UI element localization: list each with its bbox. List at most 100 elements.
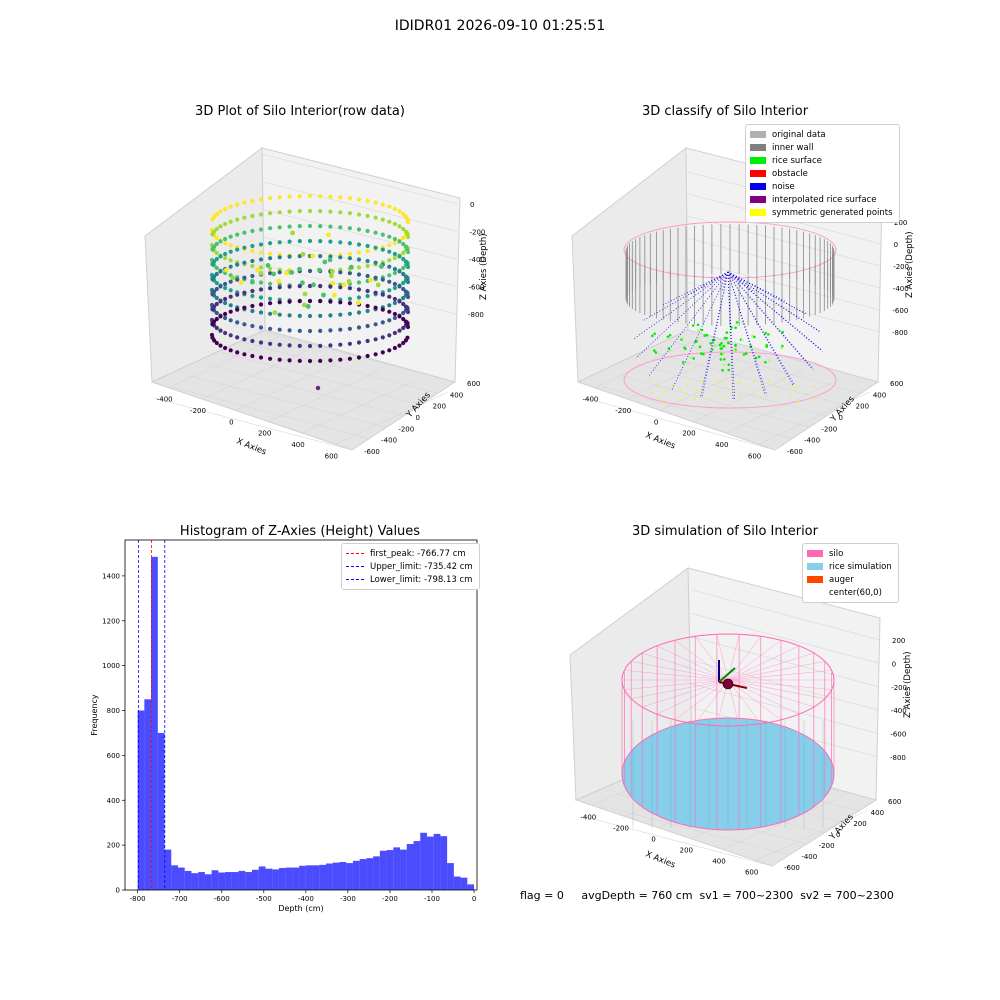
data-point	[338, 357, 343, 362]
grid-line	[690, 788, 803, 839]
noise-ray	[727, 271, 766, 396]
data-point	[228, 264, 233, 269]
data-point	[258, 212, 264, 217]
symmetric-point	[776, 386, 778, 388]
grid-line	[222, 352, 421, 405]
data-point	[365, 273, 370, 279]
histogram-bar	[426, 836, 434, 890]
data-point	[373, 305, 378, 310]
data-point	[214, 235, 219, 241]
grid-line	[725, 380, 836, 434]
data-point	[380, 305, 385, 310]
histogram-bar	[164, 849, 172, 890]
noise-ray	[727, 271, 814, 371]
rice-surface-point	[723, 358, 726, 361]
histogram-bar	[204, 874, 212, 890]
y-tick-label: -600	[364, 448, 380, 456]
data-point	[330, 280, 336, 286]
data-point	[338, 297, 343, 302]
grid-line	[335, 392, 448, 445]
data-point	[405, 245, 410, 250]
data-point	[268, 211, 273, 216]
data-point	[375, 282, 381, 288]
x-tick-label: -200	[382, 895, 398, 903]
data-point	[218, 209, 223, 214]
data-point	[387, 279, 392, 284]
data-point	[258, 250, 264, 255]
data-point	[277, 312, 282, 317]
data-point	[223, 281, 228, 287]
rice-surface-point	[734, 344, 737, 347]
data-point	[405, 264, 411, 270]
data-point	[380, 277, 385, 282]
legend-label: rice surface	[772, 155, 822, 166]
data-point	[209, 332, 215, 338]
data-point	[373, 200, 378, 205]
silo-roof-line	[727, 645, 800, 681]
data-point	[228, 333, 233, 338]
p4-silo-drawing	[621, 633, 835, 831]
data-point	[401, 235, 406, 241]
data-point	[318, 299, 323, 304]
silo-top-outline	[621, 633, 835, 727]
data-point	[380, 292, 385, 297]
histogram-bar	[137, 710, 145, 890]
data-point	[401, 256, 406, 262]
legend-entry: interpolated rice surface	[750, 193, 893, 206]
legend-label: interpolated rice surface	[772, 194, 877, 205]
silo-roof-line	[695, 679, 729, 724]
data-point	[277, 282, 282, 287]
data-point	[356, 272, 362, 277]
data-point	[401, 241, 406, 247]
data-point	[250, 303, 255, 309]
data-point	[287, 313, 292, 318]
data-point	[347, 301, 352, 306]
data-point	[401, 280, 406, 286]
rice-surface-point	[720, 352, 723, 356]
rice-surface-point	[711, 338, 715, 342]
legend-entry: obstacle	[750, 167, 893, 180]
data-point	[356, 227, 362, 232]
legend-entry: first_peak: -766.77 cm	[346, 547, 473, 560]
data-point	[318, 253, 323, 258]
data-point	[277, 267, 282, 272]
data-point	[218, 283, 223, 288]
symmetric-point	[768, 380, 770, 382]
data-point	[387, 294, 392, 299]
data-point	[250, 308, 255, 314]
x-tick-label: 600	[748, 452, 761, 460]
grid-line	[201, 346, 315, 400]
symmetric-point	[760, 396, 762, 398]
symmetric-point	[738, 382, 740, 384]
data-point	[297, 253, 302, 258]
y-tick-label: 600	[888, 798, 901, 806]
z-tick-label: -600	[890, 731, 906, 739]
histogram-bar	[198, 872, 205, 890]
data-point	[387, 243, 392, 248]
data-point	[210, 307, 215, 312]
data-point	[405, 279, 411, 285]
legend-swatch	[750, 209, 766, 216]
grid-line	[624, 766, 738, 817]
histogram-bar	[453, 876, 461, 890]
data-point	[218, 254, 223, 259]
data-point	[235, 217, 240, 222]
data-point	[218, 253, 223, 258]
symmetric-point	[650, 392, 652, 394]
silo-roof-line	[674, 640, 729, 681]
data-point	[209, 227, 215, 233]
data-point	[403, 244, 408, 249]
data-point	[356, 295, 362, 300]
data-point	[287, 269, 292, 274]
rice-surface-point	[765, 344, 769, 347]
data-point	[397, 253, 402, 258]
data-point	[328, 209, 333, 214]
data-point	[403, 278, 408, 283]
x-tick-label: 0	[651, 836, 655, 844]
data-point	[218, 224, 223, 229]
silo-bottom-outline	[623, 351, 837, 409]
x-tick-label: 0	[472, 895, 476, 903]
rice-surface-point	[754, 356, 758, 360]
data-point	[307, 283, 313, 289]
silo-roof-line	[727, 661, 825, 681]
